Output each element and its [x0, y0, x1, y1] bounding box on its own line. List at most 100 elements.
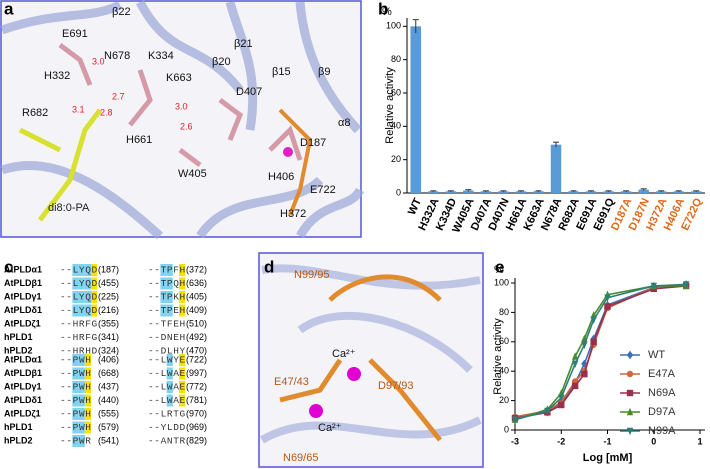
marker	[544, 407, 551, 416]
legend-label: E47A	[648, 368, 676, 380]
distance-label: 2.8	[100, 107, 113, 117]
y-tick-label: 100	[386, 21, 401, 31]
sequence: --HRFG	[60, 332, 97, 343]
highlight	[78, 264, 85, 276]
highlight	[179, 291, 186, 303]
residue-label: R682	[22, 107, 48, 119]
bar	[445, 191, 457, 193]
highlight	[166, 291, 173, 303]
sequence-name: AtPLDζ1	[4, 408, 41, 418]
residue-label: α8	[338, 117, 350, 129]
residue-number: (372)	[186, 264, 207, 274]
bar	[410, 26, 422, 194]
residue-number: (997)	[186, 368, 207, 378]
highlight	[78, 408, 85, 420]
legend-label: D97A	[648, 406, 676, 418]
residue-number: (341)	[98, 332, 119, 342]
unit-label: %	[382, 6, 392, 18]
highlight	[72, 435, 79, 447]
residue-number: (187)	[98, 264, 119, 274]
legend-marker	[626, 370, 634, 378]
residue-number: (781)	[186, 395, 207, 405]
structure-label: N99/95	[294, 269, 329, 281]
marker	[604, 294, 611, 302]
highlight	[160, 264, 167, 276]
marker	[590, 316, 597, 324]
y-tick-label: 80	[391, 54, 401, 64]
highlight	[84, 304, 91, 317]
x-tick-label: 1	[697, 436, 702, 446]
legend-label: WT	[648, 349, 665, 361]
residue-label: β9	[318, 66, 330, 78]
residue-number: (355)	[98, 318, 119, 328]
bar	[638, 189, 649, 193]
highlight	[179, 394, 186, 407]
x-tick-label: -2	[557, 436, 565, 446]
bar	[690, 191, 702, 193]
distance-label: 3.1	[72, 104, 85, 114]
bar	[603, 191, 614, 193]
y-tick-label: 60	[499, 336, 509, 346]
legend-marker	[626, 407, 634, 416]
residue-label: H406	[268, 171, 294, 183]
bar	[655, 191, 667, 193]
structure-label: D97/93	[378, 380, 413, 392]
highlight	[84, 421, 91, 434]
bar	[480, 191, 492, 193]
sequence: --LYQD	[60, 305, 97, 316]
structure-label: Ca²⁺	[318, 422, 342, 434]
highlight	[84, 381, 91, 393]
panel-label: a	[4, 0, 14, 18]
residue-label: H661	[126, 134, 152, 146]
residue-number: (470)	[186, 345, 207, 355]
sequence: --PWH	[60, 368, 91, 379]
highlight	[72, 408, 79, 420]
sequence: --PWH	[60, 395, 91, 406]
highlight	[84, 264, 91, 276]
sequence: --HRHD	[60, 346, 97, 357]
y-tick-label: 80	[499, 307, 509, 317]
highlight	[78, 304, 85, 317]
sequence: --LWAE	[148, 382, 185, 393]
residue-number: (405)	[186, 291, 207, 301]
residue-number: (510)	[186, 318, 207, 328]
highlight	[91, 291, 98, 303]
residue-number: (437)	[98, 381, 119, 391]
unit-label: %	[494, 264, 504, 276]
highlight	[166, 304, 173, 317]
highlight	[78, 394, 85, 407]
marker	[571, 352, 579, 360]
bar	[673, 191, 684, 193]
residue-label: W405	[178, 168, 207, 180]
sequence-name: AtPLDζ1	[4, 318, 41, 328]
sequence: --TPKH	[148, 292, 185, 303]
residue-number: (406)	[98, 354, 119, 364]
panel-d-structure	[258, 252, 484, 468]
structure-label: N69/65	[283, 452, 318, 464]
panel-label: e	[495, 257, 504, 276]
residue-label: β20	[212, 56, 231, 68]
highlight	[78, 291, 85, 303]
highlight	[72, 277, 79, 290]
marker	[511, 416, 519, 424]
sequence: --LRTG	[148, 409, 185, 420]
sequence: --LWYE	[148, 355, 185, 366]
y-tick-label: 20	[391, 154, 401, 164]
distance-label: 3.0	[175, 101, 188, 111]
sequence: --TFEH	[148, 319, 185, 330]
sequence: --TPEH	[148, 305, 185, 316]
sequence: --PWH	[60, 382, 91, 393]
sequence: --ANTR	[148, 436, 185, 447]
y-tick-label: 0	[396, 187, 401, 197]
highlight	[179, 354, 186, 366]
residue-number: (636)	[186, 278, 207, 288]
sequence: --LYQD	[60, 265, 97, 276]
y-tick-label: 40	[499, 366, 509, 376]
highlight	[72, 304, 79, 317]
residue-number: (440)	[98, 395, 119, 405]
structure-label: Ca²⁺	[332, 348, 356, 360]
legend-label: N99A	[648, 425, 676, 437]
bar	[568, 191, 579, 193]
distance-label: 2.7	[112, 91, 125, 101]
structure-label: E47/43	[274, 376, 309, 388]
